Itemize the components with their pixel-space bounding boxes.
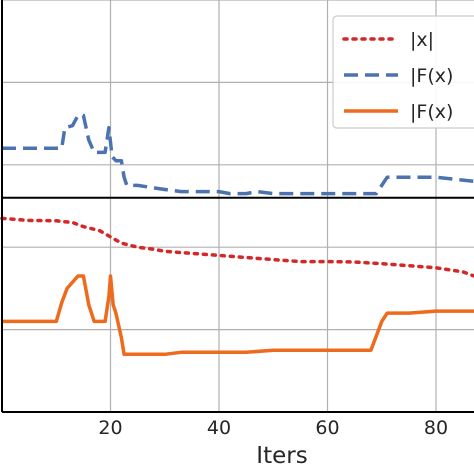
legend: |x| |F(x) |F(x) [332,15,474,129]
legend-box [332,15,474,129]
series-line-2 [2,113,474,196]
axes-frame [1,0,474,413]
series-layer [0,113,474,357]
x-axis-title: Iters [256,443,307,469]
legend-label: |F(x) [410,65,453,87]
x-tick-label: 80 [424,417,448,439]
x-tick-label: 20 [98,417,122,439]
x-tick-labels: 20 40 60 80 [98,417,448,439]
x-tick-label: 60 [315,417,339,439]
series-line-3 [2,274,474,357]
x-tick-label: 40 [207,417,231,439]
legend-label: |F(x) [410,101,453,123]
legend-label: |x| [410,29,434,51]
series-line-1 [0,216,474,278]
